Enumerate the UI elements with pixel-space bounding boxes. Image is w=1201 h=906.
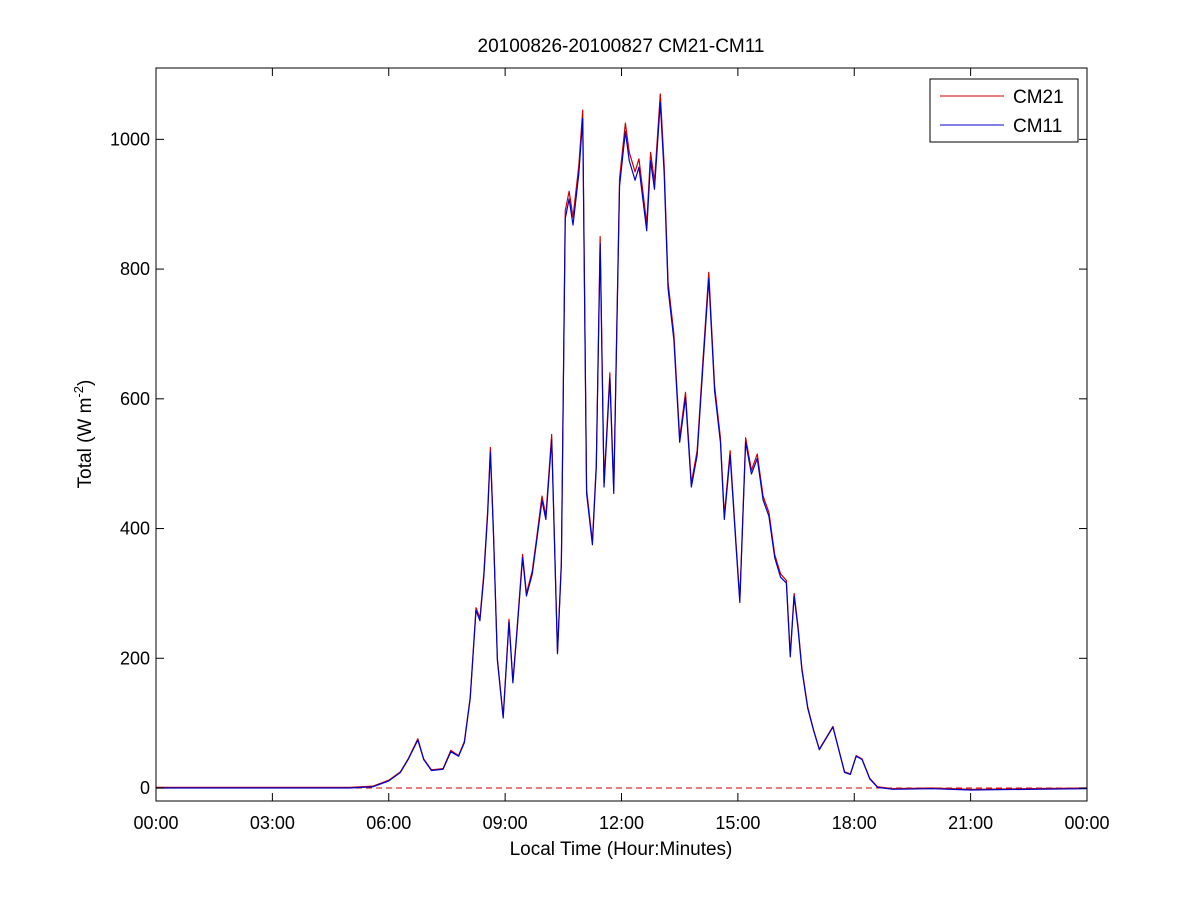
y-axis-label-superscript: -2 — [71, 386, 86, 398]
ticks-layer: 00:00 03:00 06:00 09:00 12:00 15:00 18:00 21:00… — [110, 68, 1110, 833]
x-tick-label: 06:00 — [366, 813, 411, 833]
y-tick-label: 400 — [120, 519, 150, 539]
legend: CM21 CM11 — [929, 78, 1079, 143]
y-tick-label: 800 — [120, 259, 150, 279]
x-tick-label: 03:00 — [250, 813, 295, 833]
x-tick-label: 15:00 — [715, 813, 760, 833]
legend-box — [929, 78, 1079, 143]
y-axis-label-close: ) — [75, 380, 96, 386]
series-layer — [156, 93, 1088, 791]
legend-label-cm21: CM21 — [1013, 87, 1064, 108]
chart-title: 20100826-20100827 CM21-CM11 — [478, 36, 765, 57]
x-tick-label: 21:00 — [948, 813, 993, 833]
series-line-cm11 — [156, 101, 1088, 791]
x-tick-label: 09:00 — [483, 813, 528, 833]
y-axis-label-main: Total (W m — [75, 398, 96, 489]
y-tick-label: 0 — [140, 778, 150, 798]
y-tick-label: 600 — [120, 389, 150, 409]
y-axis-label: Total (W m-2) — [71, 380, 96, 489]
x-tick-label: 00:00 — [1064, 813, 1109, 833]
x-axis-label: Local Time (Hour:Minutes) — [510, 839, 733, 860]
x-tick-label: 00:00 — [133, 813, 178, 833]
y-tick-label: 1000 — [110, 129, 150, 149]
legend-label-cm11: CM11 — [1013, 116, 1062, 137]
x-tick-label: 18:00 — [832, 813, 877, 833]
plot-area — [156, 68, 1087, 801]
x-tick-label: 12:00 — [599, 813, 644, 833]
y-tick-label: 200 — [120, 648, 150, 668]
